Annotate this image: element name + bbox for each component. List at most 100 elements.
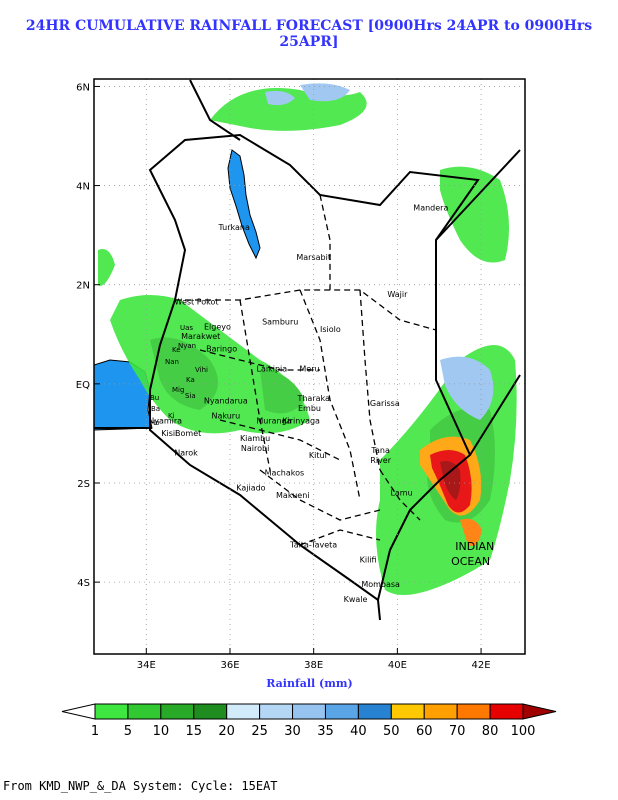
- colorbar-box: [489, 703, 524, 720]
- place-label: Nyamira: [148, 417, 182, 426]
- lon-tick-label: 38E: [304, 660, 323, 671]
- lat-tick-label: 2N: [76, 281, 90, 292]
- colorbar-level-label: 1: [91, 724, 99, 739]
- colorbar-level-label: 25: [251, 724, 268, 739]
- place-label: INDIAN: [455, 540, 494, 553]
- county-label-fragment: Bu: [150, 394, 159, 402]
- colorbar-level-label: 60: [416, 724, 433, 739]
- place-label: Garissa: [370, 399, 400, 408]
- county-label-fragment: Ho: [150, 419, 160, 427]
- place-label: Nakuru: [211, 412, 240, 421]
- place-label: Turkana: [217, 223, 249, 232]
- rainfall-colorbar: 1 5 10 15 20 25 30 35 40 50 60 70 80 100: [61, 703, 557, 739]
- place-label: Lamu: [390, 488, 412, 497]
- place-label: Isiolo: [320, 325, 341, 334]
- colorbar-box: [259, 703, 294, 720]
- lon-tick-label: 40E: [388, 660, 407, 671]
- lat-tick-label: 4S: [77, 578, 90, 589]
- colorbar-box: [292, 703, 326, 720]
- colorbar-level-label: 80: [482, 724, 499, 739]
- colorbar-level-label: 30: [284, 724, 301, 739]
- lon-tick-label: 34E: [137, 660, 156, 671]
- place-label: Laikipia: [257, 364, 288, 373]
- colorbar-level-label: 40: [350, 724, 367, 739]
- colorbar-level-label: 10: [153, 724, 170, 739]
- colorbar-box: [193, 703, 228, 720]
- place-label: Embu: [298, 404, 321, 413]
- colorbar-box: [456, 703, 491, 720]
- colorbar-box: [127, 703, 162, 720]
- lat-tick-label: 6N: [76, 82, 90, 93]
- lat-tick-label: 4N: [76, 182, 90, 193]
- place-label: Kiambu: [240, 434, 270, 443]
- lon-tick-label: 42E: [472, 660, 491, 671]
- place-label: Tharaka: [296, 394, 330, 403]
- county-label-fragment: Uas: [180, 324, 193, 332]
- place-label: Samburu: [262, 317, 298, 326]
- place-label: Kilifi: [360, 555, 377, 564]
- place-label: Narok: [174, 449, 198, 458]
- county-label-fragment: Mig: [172, 386, 184, 394]
- colorbar-box: [226, 703, 261, 720]
- place-label: Nyandarua: [204, 397, 248, 406]
- place-label: Kajiado: [236, 483, 265, 492]
- colorbar-level-label: 5: [124, 724, 132, 739]
- place-label: Nairobi: [241, 444, 269, 453]
- place-labels: Turkana Marsabit Mandera Wajir West Pokot Sam…: [148, 203, 494, 604]
- map-frame: [93, 78, 526, 655]
- place-label: Marakwet: [181, 332, 220, 341]
- place-label: Kwale: [344, 595, 368, 604]
- place-label: Mandera: [413, 203, 448, 212]
- colorbar-box: [324, 703, 359, 720]
- place-label: Baringo: [206, 345, 237, 354]
- border-line: [94, 79, 521, 621]
- county-label-fragment: Nyan: [178, 342, 196, 350]
- place-label: Makueni: [276, 491, 309, 500]
- colorbar-box: [423, 703, 458, 720]
- place-label: OCEAN: [451, 555, 490, 568]
- colorbar-box: [160, 703, 195, 720]
- colorbar-box: [94, 703, 129, 720]
- county-label-fragment: Sia: [185, 392, 196, 400]
- county-label-fragment: Ba: [151, 405, 160, 413]
- place-label: Machakos: [265, 469, 305, 478]
- rainfall-light-shading: [98, 83, 517, 595]
- place-label: Bomet: [175, 429, 201, 438]
- county-label-fragment: Ki: [168, 412, 175, 420]
- place-label: Elgeyo: [204, 322, 231, 331]
- colorbar-under-arrow: [61, 703, 96, 720]
- chart-title: 24HR CUMULATIVE RAINFALL FORECAST [0900H…: [25, 18, 593, 50]
- lat-tick-label: 2S: [77, 479, 90, 490]
- county-label-fragment: Vihi: [195, 366, 208, 374]
- colorbar-level-label: 35: [317, 724, 334, 739]
- colorbar-level-label: 20: [218, 724, 235, 739]
- lon-tick-label: 36E: [220, 660, 239, 671]
- county-boundaries: [175, 194, 437, 546]
- lake-turkana: [227, 149, 261, 260]
- place-label: West Pokot: [175, 298, 219, 307]
- colorbar-box: [390, 703, 425, 720]
- x-axis-label: Rainfall (mm): [266, 677, 353, 690]
- colorbar-level-label: 70: [449, 724, 466, 739]
- national-boundary: [148, 133, 480, 602]
- county-label-fragment: Ke: [172, 346, 181, 354]
- place-label: Tana: [370, 446, 390, 455]
- county-label-fragment: Ka: [186, 376, 195, 384]
- place-label: Kitui: [309, 451, 327, 460]
- place-label: Marsabit: [296, 253, 331, 262]
- colorbar-level-label: 15: [185, 724, 202, 739]
- place-label: Kisii: [161, 429, 177, 438]
- colorbar-box: [357, 703, 392, 720]
- place-label: River: [370, 456, 391, 465]
- place-label: Kirinyaga: [282, 417, 320, 426]
- place-label: Mombasa: [361, 580, 400, 589]
- place-label: Muranga: [256, 417, 291, 426]
- grid-lines: [94, 79, 525, 654]
- place-label: Meru: [299, 364, 319, 373]
- rainfall-map: 34E 36E 38E 40E 42E 6N 4N 2N EQ 2S 4S Turkana Marsa…: [76, 78, 526, 671]
- county-label-fragment: Nan: [165, 358, 179, 366]
- place-label: Taita-Taveta: [289, 540, 337, 549]
- axis-ticks: 34E 36E 38E 40E 42E 6N 4N 2N EQ 2S 4S: [76, 82, 491, 671]
- place-label: Wajir: [387, 290, 408, 299]
- colorbar-level-label: 50: [383, 724, 400, 739]
